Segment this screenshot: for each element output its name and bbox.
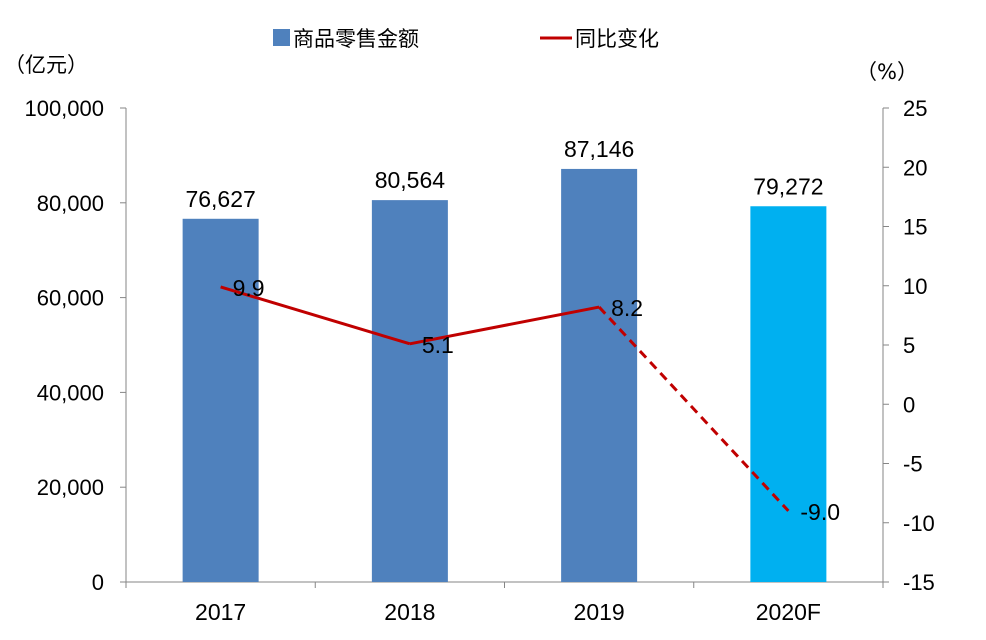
left-tick-label: 20,000 (37, 475, 104, 500)
x-axis-ticks: 2017 2018 2019 2020F (125, 582, 884, 625)
bar-value-label: 76,627 (185, 186, 255, 212)
right-tick-label: 25 (903, 96, 927, 121)
right-tick-label: 10 (903, 274, 927, 299)
legend-bar-label: 商品零售金额 (293, 27, 419, 51)
bar (750, 206, 827, 582)
left-axis-ticks: 0 20,000 40,000 60,000 80,000 100,000 (24, 96, 126, 595)
bar (371, 200, 448, 582)
line-value-label: -9.0 (800, 499, 840, 525)
x-category-label: 2018 (384, 599, 435, 625)
left-tick-label: 40,000 (37, 380, 104, 405)
right-tick-label: 0 (903, 392, 915, 417)
right-tick-label: 15 (903, 215, 927, 240)
bar-value-label: 87,146 (564, 136, 634, 162)
left-tick-label: 80,000 (37, 191, 104, 216)
right-axis-unit: （%） (856, 60, 918, 84)
right-tick-label: -10 (903, 511, 935, 536)
left-tick-label: 100,000 (24, 96, 104, 121)
x-category-label: 2017 (195, 599, 246, 625)
right-axis-ticks: -15 -10 -5 0 5 10 15 20 25 (883, 96, 935, 595)
legend: 商品零售金额 同比变化 (273, 27, 659, 51)
left-tick-label: 60,000 (37, 286, 104, 311)
x-category-label: 2020F (756, 599, 821, 625)
legend-line-label: 同比变化 (575, 27, 659, 51)
line-segment (409, 305, 600, 346)
legend-bar-swatch (273, 29, 290, 46)
line-segment (220, 285, 411, 346)
bar-value-labels: 76,627 80,564 87,146 79,272 (185, 136, 823, 212)
left-axis-unit: （亿元） (4, 53, 88, 77)
bar-series (182, 168, 827, 582)
line-value-labels: 9.9 5.1 8.2 -9.0 (233, 275, 840, 525)
bar-value-label: 79,272 (753, 173, 823, 199)
bar (561, 168, 638, 582)
line-value-label: 5.1 (422, 332, 454, 358)
right-tick-label: -15 (903, 570, 935, 595)
bar (182, 218, 259, 582)
x-category-label: 2019 (574, 599, 625, 625)
line-segment-forecast (598, 306, 790, 512)
right-tick-label: 5 (903, 333, 915, 358)
line-series (220, 285, 790, 512)
right-tick-label: -5 (903, 452, 923, 477)
left-tick-label: 0 (92, 570, 104, 595)
bar-value-label: 80,564 (375, 167, 446, 193)
line-value-label: 8.2 (611, 295, 643, 321)
right-tick-label: 20 (903, 155, 927, 180)
line-value-label: 9.9 (233, 275, 265, 301)
